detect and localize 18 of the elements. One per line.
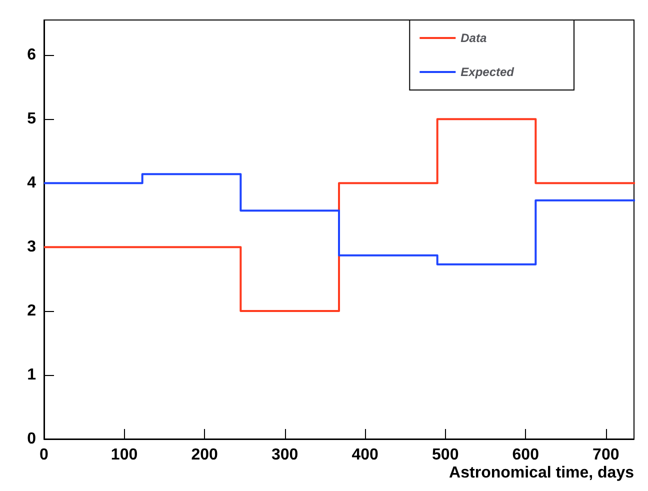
y-tick-label: 3 [27, 238, 36, 256]
x-axis-title: Astronomical time, days [449, 464, 634, 482]
y-tick-label: 2 [27, 302, 36, 320]
x-tick-label: 200 [191, 446, 218, 464]
legend-label: Expected [460, 65, 515, 79]
x-tick-label: 700 [592, 446, 620, 464]
x-tick-label: 600 [512, 446, 540, 464]
legend-label: Data [460, 31, 487, 45]
y-tick-label: 1 [27, 366, 36, 384]
x-tick-label: 100 [110, 446, 138, 464]
y-tick-label: 6 [27, 46, 36, 64]
x-tick-label: 500 [432, 446, 459, 464]
x-tick-label: 400 [352, 446, 379, 464]
x-tick-label: 300 [271, 446, 298, 464]
y-tick-label: 5 [27, 110, 36, 128]
y-tick-label: 4 [27, 174, 36, 192]
x-tick-label: 0 [40, 446, 49, 464]
y-tick-label: 0 [27, 430, 36, 448]
